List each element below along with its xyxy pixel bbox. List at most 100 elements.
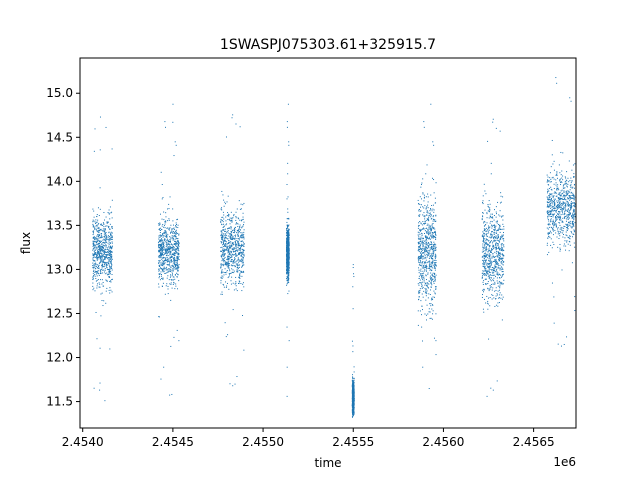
- data-point: [489, 250, 491, 252]
- data-point: [502, 223, 504, 225]
- data-point: [233, 232, 235, 234]
- data-point: [418, 296, 420, 298]
- data-point: [102, 248, 104, 250]
- data-point: [418, 269, 420, 271]
- data-point: [239, 253, 241, 255]
- data-point: [491, 248, 493, 250]
- data-point: [425, 267, 427, 269]
- data-point: [167, 243, 169, 245]
- data-point: [488, 258, 490, 260]
- data-point: [574, 196, 576, 198]
- data-point: [171, 247, 173, 249]
- data-point: [164, 231, 166, 233]
- data-point: [491, 234, 493, 236]
- data-point: [221, 256, 223, 258]
- data-point: [497, 263, 499, 265]
- data-point: [178, 266, 180, 268]
- data-point: [427, 236, 428, 238]
- data-point: [497, 272, 499, 274]
- data-point: [566, 171, 568, 173]
- data-point: [243, 254, 245, 256]
- data-point: [420, 243, 422, 245]
- data-point: [434, 230, 436, 232]
- data-point: [111, 250, 113, 252]
- data-point: [418, 210, 420, 212]
- data-point: [233, 214, 235, 216]
- data-point: [224, 234, 226, 236]
- data-point: [224, 237, 226, 239]
- data-point: [230, 255, 232, 257]
- data-point: [237, 266, 239, 268]
- data-point: [176, 257, 178, 259]
- data-point: [423, 249, 425, 251]
- data-point: [429, 247, 431, 249]
- data-point: [159, 279, 161, 281]
- data-point: [481, 272, 483, 274]
- data-point: [425, 259, 427, 261]
- data-point: [162, 269, 163, 271]
- data-point: [171, 274, 173, 276]
- data-point: [98, 282, 100, 284]
- data-point: [161, 277, 163, 279]
- data-point: [489, 262, 491, 264]
- data-point: [434, 267, 436, 269]
- data-point: [165, 251, 167, 253]
- data-point: [158, 277, 160, 279]
- data-point: [481, 235, 483, 237]
- data-point: [435, 274, 437, 276]
- data-point: [421, 275, 423, 277]
- data-point: [220, 231, 222, 233]
- data-point: [222, 236, 224, 238]
- data-point: [493, 237, 495, 239]
- data-point: [237, 265, 239, 267]
- data-point: [229, 273, 231, 275]
- data-point: [427, 229, 429, 231]
- data-point: [433, 263, 435, 265]
- data-point: [351, 396, 353, 398]
- data-point: [241, 266, 243, 268]
- data-point: [288, 217, 290, 219]
- data-point: [352, 414, 354, 416]
- data-point: [482, 265, 484, 267]
- data-point: [286, 232, 288, 234]
- data-point: [286, 256, 288, 258]
- data-point: [482, 263, 484, 265]
- data-point: [169, 253, 171, 255]
- data-point: [158, 250, 160, 252]
- data-point: [430, 256, 432, 258]
- data-point: [228, 241, 230, 243]
- data-point: [225, 244, 227, 246]
- data-point: [559, 216, 561, 218]
- data-point: [287, 254, 289, 256]
- data-point: [421, 305, 423, 307]
- data-point: [352, 345, 354, 347]
- data-point: [288, 263, 290, 265]
- data-point: [233, 251, 235, 253]
- data-point: [97, 251, 99, 253]
- data-point: [491, 216, 493, 218]
- data-point: [352, 374, 354, 376]
- data-point: [104, 249, 106, 251]
- data-point: [428, 308, 430, 310]
- data-point: [352, 386, 354, 388]
- data-point: [225, 286, 227, 288]
- data-point: [435, 264, 437, 266]
- data-point: [482, 251, 484, 253]
- data-point: [552, 228, 554, 230]
- data-point: [223, 259, 225, 261]
- data-point: [288, 242, 290, 244]
- data-point: [234, 229, 236, 231]
- data-point: [424, 284, 426, 286]
- data-point: [99, 149, 101, 151]
- data-point: [235, 246, 237, 248]
- data-point: [428, 232, 430, 234]
- data-point: [499, 274, 501, 276]
- data-point: [434, 262, 436, 264]
- data-point: [482, 195, 484, 197]
- data-point: [432, 237, 434, 239]
- data-point: [493, 226, 495, 228]
- data-point: [111, 226, 113, 228]
- data-point: [222, 255, 224, 257]
- data-point: [428, 246, 430, 248]
- data-point: [235, 234, 237, 236]
